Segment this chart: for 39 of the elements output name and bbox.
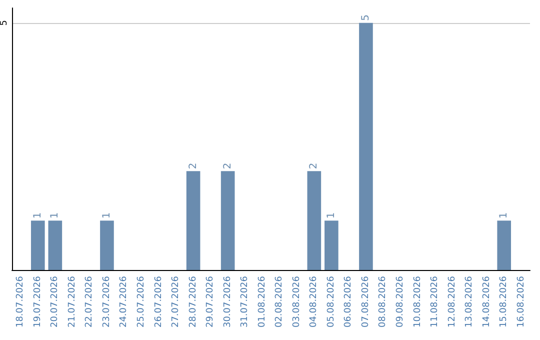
x-tick-label: 16.08.2026 bbox=[516, 276, 526, 328]
x-tick-label: 03.08.2026 bbox=[292, 276, 302, 328]
x-tick-label: 23.07.2026 bbox=[102, 276, 112, 328]
data-label: 1 bbox=[326, 212, 337, 219]
data-label: 2 bbox=[188, 162, 199, 170]
x-tick-label: 24.07.2026 bbox=[119, 276, 130, 328]
x-tick-label: 15.08.2026 bbox=[499, 276, 510, 328]
x-tick-label: 13.08.2026 bbox=[464, 276, 475, 328]
x-tick-label: 21.07.2026 bbox=[67, 276, 78, 328]
x-tick-label: 18.07.2026 bbox=[16, 276, 26, 328]
x-tick-label: 09.08.2026 bbox=[396, 276, 406, 328]
x-tick-label: 31.07.2026 bbox=[240, 276, 250, 328]
x-tick-label: 26.07.2026 bbox=[154, 276, 164, 328]
x-tick-label: 20.07.2026 bbox=[50, 276, 60, 328]
x-tick-label: 02.08.2026 bbox=[274, 276, 285, 328]
x-tick-label: 19.07.2026 bbox=[32, 276, 43, 328]
x-tick-label: 10.08.2026 bbox=[412, 276, 423, 328]
x-tick-label: 08.08.2026 bbox=[378, 276, 388, 328]
x-tick-label: 11.08.2026 bbox=[430, 276, 440, 328]
x-tick-label: 12.08.2026 bbox=[447, 276, 458, 328]
x-tick-label: 01.08.2026 bbox=[257, 276, 268, 328]
x-tick-label: 29.07.2026 bbox=[206, 276, 216, 328]
x-tick-label: 14.08.2026 bbox=[482, 276, 492, 328]
x-tick-label: 30.07.2026 bbox=[222, 276, 233, 328]
data-label: 1 bbox=[101, 212, 112, 219]
x-tick-label: 28.07.2026 bbox=[188, 276, 198, 328]
x-tick-label: 27.07.2026 bbox=[171, 276, 182, 328]
data-label: 1 bbox=[498, 212, 510, 219]
x-tick-label: 06.08.2026 bbox=[344, 276, 354, 328]
x-tick-label: 05.08.2026 bbox=[326, 276, 336, 328]
x-tick-label: 04.08.2026 bbox=[309, 276, 320, 328]
data-label: 5 bbox=[360, 14, 372, 21]
x-tick-label: 25.07.2026 bbox=[136, 276, 146, 328]
data-label: 2 bbox=[308, 162, 320, 170]
x-tick-label: 07.08.2026 bbox=[360, 276, 371, 328]
data-label: 2 bbox=[222, 162, 234, 170]
data-label: 1 bbox=[32, 212, 44, 219]
x-tick-label: 22.07.2026 bbox=[84, 276, 95, 328]
data-label: 1 bbox=[50, 212, 61, 219]
